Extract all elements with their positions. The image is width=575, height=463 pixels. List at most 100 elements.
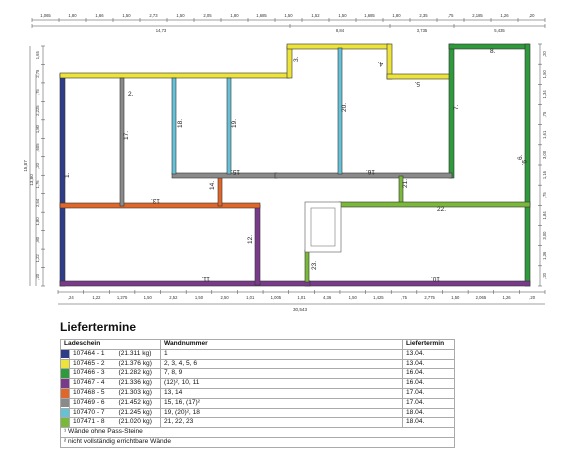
dimension-label: 2,185 — [472, 13, 483, 18]
left-total-label: 15,87 — [23, 160, 28, 172]
table-row: 107471 - 8 (21.020 kg) 21, 22, 23 18.04. — [60, 417, 455, 429]
dimension-label: 2,54 — [35, 198, 40, 207]
dimension-label: 2,35 — [419, 13, 428, 18]
dimension-label: 1,80 — [230, 13, 239, 18]
color-swatch — [60, 378, 70, 389]
ladeschein-cell: 107471 - 8 (21.020 kg) — [69, 417, 161, 429]
color-swatch — [60, 368, 70, 380]
ladeschein-id: 107464 - 1 — [73, 349, 105, 357]
table-row: 107467 - 4 (21.336 kg) (12)², 10, 11 16.04. — [60, 378, 455, 389]
table-header-row: Ladeschein Wandnummer Liefertermin — [60, 339, 455, 350]
ladeschein-weight: (21.311 kg) — [118, 349, 152, 357]
wall-16 — [274, 172, 453, 179]
wall-2 — [59, 72, 290, 79]
floor-plan: 1,065 1,80 1,66 1,50 2,73 1,50 2,05 1,80 1,685 1,… — [23, 13, 547, 312]
dimension-label: 4,36 — [323, 295, 332, 300]
walls — [59, 43, 531, 287]
wall-19 — [226, 77, 232, 175]
wall-label-11: 11. — [201, 275, 210, 282]
dimension-label: 1,01 — [246, 295, 255, 300]
wall-label-10: 10. — [431, 275, 440, 282]
dimension-label: 1,80 — [392, 13, 401, 18]
dimension-label: 2,73 — [149, 13, 158, 18]
color-swatch — [60, 407, 70, 419]
liefertermin-cell: 16.04. — [402, 378, 455, 389]
bottom-total-label: 30,543 — [293, 307, 307, 312]
ladeschein-id: 107467 - 4 — [73, 379, 105, 387]
wall-1 — [59, 73, 66, 287]
delivery-legend: Liefertermine Ladeschein Wandnummer Lief… — [60, 320, 455, 448]
ladeschein-weight: (21.245 kg) — [118, 408, 152, 416]
wall-17 — [119, 77, 125, 207]
legend-title: Liefertermine — [60, 320, 137, 334]
dimension-label: ,75 — [542, 192, 547, 198]
wall-8 — [448, 43, 530, 50]
wall-number-labels: 1. 2. 3. 4. 5. 6. 7. 8. 9. 10. 11. 12. 13. 14. 15. 16. 1… — [64, 48, 527, 282]
liefertermin-cell: 13.04. — [402, 348, 455, 360]
dimension-label: 1,26 — [500, 13, 509, 18]
dimension-label: ,20 — [529, 13, 535, 18]
dimension-label: 1,275 — [117, 295, 128, 300]
wall-label-5: 5. — [414, 80, 420, 87]
dimension-label: 1,34 — [542, 90, 547, 99]
dimension-label: 2,05 — [203, 13, 212, 18]
dimension-label: ,20 — [529, 295, 535, 300]
dimension-label: 2,52 — [169, 295, 178, 300]
footnote-row: ¹ Wände ohne Pass-Steine — [60, 427, 455, 438]
ladeschein-id: 107470 - 7 — [73, 408, 105, 416]
dimension-label: 1,26 — [502, 295, 511, 300]
dimension-label: 1,66 — [95, 13, 104, 18]
dimension-label: 1,01 — [297, 295, 306, 300]
ladeschein-id: 107466 - 3 — [73, 369, 105, 377]
wall-label-4: 4. — [377, 60, 383, 67]
dimension-label: 1,22 — [92, 295, 101, 300]
dimension-label: ,75 — [401, 295, 407, 300]
dimension-label: 3,735 — [417, 28, 428, 33]
wall-23 — [304, 249, 310, 283]
dimension-label: 2,225 — [35, 105, 40, 116]
wandnummer-cell: (12)², 10, 11 — [160, 378, 403, 389]
wall-11 — [59, 280, 311, 287]
top-dimension-line: 1,065 1,80 1,66 1,50 2,73 1,50 2,05 1,80 1,685 1,… — [31, 13, 546, 22]
wall-10 — [304, 280, 531, 287]
wandnummer-cell: 2, 3, 4, 5, 6 — [160, 358, 403, 370]
dimension-label: 2,065 — [476, 295, 487, 300]
wandnummer-cell: 21, 22, 23 — [160, 417, 403, 429]
wall-label-9: 9. — [520, 160, 527, 166]
liefertermin-cell: 17.04. — [402, 397, 455, 409]
footnote-1: ¹ Wände ohne Pass-Steine — [60, 427, 455, 438]
wall-label-2: 2. — [128, 91, 134, 98]
wall-22 — [338, 201, 531, 208]
ladeschein-cell: 107468 - 5 (21.303 kg) — [69, 387, 161, 399]
dimension-label: 1,16 — [542, 170, 547, 179]
ladeschein-weight: (21.452 kg) — [118, 398, 152, 406]
color-swatch — [60, 358, 70, 370]
color-swatch — [60, 417, 70, 429]
dimension-label: 1,76 — [35, 180, 40, 189]
wall-label-7: 7. — [453, 104, 460, 110]
ladeschein-cell: 107467 - 4 (21.336 kg) — [69, 378, 161, 389]
dimension-label: 1,80 — [35, 217, 40, 226]
wall-label-8: 8. — [490, 48, 496, 55]
dimension-label: 1,50 — [349, 295, 358, 300]
wall-7 — [448, 43, 455, 179]
hatched-column-inner — [310, 207, 336, 247]
wall-label-23: 23. — [311, 261, 318, 270]
color-swatch — [60, 397, 70, 409]
dimension-label: 1,685 — [364, 13, 375, 18]
dimension-label: 1,80 — [35, 124, 40, 133]
wall-label-12: 12. — [247, 235, 254, 244]
table-row: 107464 - 1 (21.311 kg) 1 13.04. — [60, 348, 455, 360]
dimension-label: ,75 — [35, 89, 40, 95]
dimension-label: 1,80 — [68, 13, 77, 18]
dimension-label: 2,50 — [221, 295, 230, 300]
dimension-label: ,75 — [448, 13, 454, 18]
ladeschein-cell: 107470 - 7 (21.245 kg) — [69, 407, 161, 419]
dimension-label: ,20 — [35, 273, 40, 279]
wall-label-16: 16. — [366, 168, 375, 175]
dimension-label: ,20 — [542, 272, 547, 278]
liefertermin-cell: 18.04. — [402, 407, 455, 419]
ladeschein-cell: 107466 - 3 (21.282 kg) — [69, 368, 161, 380]
dimension-label: 1,61 — [542, 130, 547, 139]
wall-3 — [286, 45, 293, 79]
